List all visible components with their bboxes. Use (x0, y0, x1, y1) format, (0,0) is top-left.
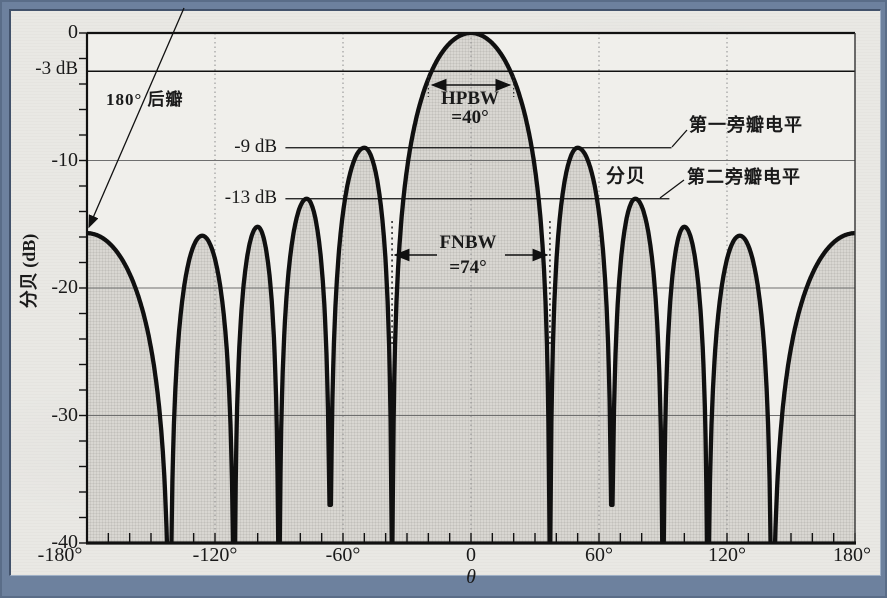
x-tick-label: 0 (466, 544, 476, 566)
y-tick-label: -20 (51, 276, 78, 298)
x-tick-label: 120° (708, 544, 746, 566)
y-axis-title: 分贝 (dB) (19, 233, 39, 309)
first-sidelobe-level-label: 第一旁瓣电平 (689, 115, 803, 135)
ref-label-minus13db: -13 dB (224, 187, 277, 208)
decibel-label: 分贝 (606, 166, 647, 187)
x-tick-label: -180° (37, 544, 83, 566)
hpbw-value-label: =40° (451, 107, 489, 128)
y-tick-label: -40 (51, 531, 78, 553)
fnbw-value-label: =74° (449, 257, 487, 278)
fnbw-label: FNBW (439, 232, 497, 253)
ref-label-minus3db: -3 dB (35, 58, 78, 79)
x-tick-label: -120° (192, 544, 238, 566)
x-tick-label: 60° (585, 544, 613, 566)
y-tick-label: -10 (51, 149, 78, 171)
x-tick-label: 180° (833, 544, 871, 566)
y-tick-label: 0 (68, 21, 78, 43)
hpbw-label: HPBW (440, 88, 500, 109)
x-tick-label: -60° (325, 544, 361, 566)
y-tick-label: -30 (51, 404, 78, 426)
back-lobe-label: 180° 后瓣 (106, 90, 184, 109)
x-axis-title: θ (466, 566, 476, 588)
second-sidelobe-level-label: 第二旁瓣电平 (687, 167, 801, 187)
ref-label-minus9db: -9 dB (234, 136, 277, 157)
